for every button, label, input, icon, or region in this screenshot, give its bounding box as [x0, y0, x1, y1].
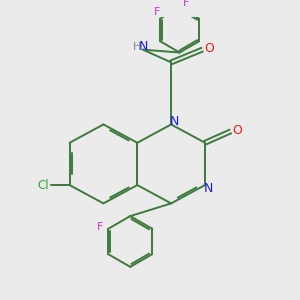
Text: N: N [204, 182, 213, 195]
Text: O: O [232, 124, 242, 136]
Text: F: F [97, 222, 103, 233]
Text: O: O [204, 42, 214, 55]
Text: F: F [154, 8, 160, 17]
Text: N: N [170, 115, 179, 128]
Text: N: N [139, 40, 148, 53]
Text: Cl: Cl [37, 178, 49, 192]
Text: H: H [133, 42, 141, 52]
Text: F: F [183, 0, 189, 8]
